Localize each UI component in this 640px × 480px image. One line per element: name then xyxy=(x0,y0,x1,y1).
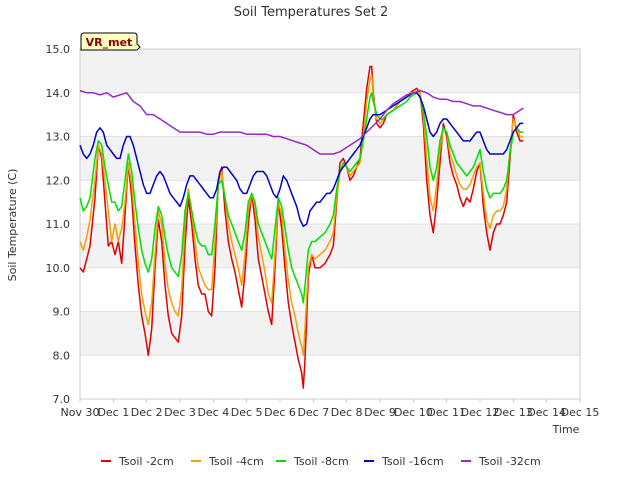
legend-label: Tsoil -2cm xyxy=(118,455,174,468)
x-axis-label: Time xyxy=(552,423,580,436)
y-axis-label: Soil Temperature (C) xyxy=(6,169,19,282)
series-line-tsoil-8cm xyxy=(79,92,524,304)
x-tick-label: Dec 8 xyxy=(331,406,363,419)
grid-band xyxy=(80,136,580,181)
y-tick-label: 12.0 xyxy=(46,174,71,187)
grid-band xyxy=(80,267,580,312)
x-tick-label: Dec 3 xyxy=(164,406,196,419)
legend-item: Tsoil -32cm xyxy=(461,455,541,468)
y-tick-label: 13.0 xyxy=(46,131,71,144)
grid-band xyxy=(80,311,580,356)
legend-item: Tsoil -2cm xyxy=(101,455,174,468)
y-tick-label: 15.0 xyxy=(46,43,71,56)
legend-label: Tsoil -32cm xyxy=(478,455,541,468)
y-tick-label: 9.0 xyxy=(53,306,71,319)
series-line-tsoil-16cm xyxy=(79,92,524,227)
x-tick-label: Dec 1 xyxy=(97,406,129,419)
y-tick-label: 7.0 xyxy=(53,393,71,406)
legend-item: Tsoil -8cm xyxy=(276,455,349,468)
chart-title: Soil Temperatures Set 2 xyxy=(234,5,389,20)
x-tick-label: Dec 11 xyxy=(427,406,466,419)
x-tick-label: Dec 2 xyxy=(131,406,163,419)
y-tick-label: 8.0 xyxy=(53,349,71,362)
x-tick-label: Dec 10 xyxy=(394,406,433,419)
grid-band xyxy=(80,49,580,93)
station-badge: VR_met xyxy=(80,32,141,51)
x-tick-label: Dec 6 xyxy=(264,406,296,419)
station-badge-box xyxy=(80,32,141,51)
legend: Tsoil -2cm Tsoil -4cm Tsoil -8cm Tsoil -16c… xyxy=(101,455,541,468)
station-badge-label: VR_met xyxy=(86,36,133,49)
x-tick-label: Dec 13 xyxy=(494,406,533,419)
legend-item: Tsoil -4cm xyxy=(191,455,264,468)
series-line-tsoil-2cm xyxy=(79,65,524,389)
x-tick-label: Nov 30 xyxy=(61,406,100,419)
grid-band xyxy=(80,355,580,399)
grid-band xyxy=(80,92,580,137)
series-line-tsoil-32cm xyxy=(79,89,524,155)
x-tick-label: Dec 12 xyxy=(461,406,500,419)
legend-label: Tsoil -8cm xyxy=(293,455,349,468)
grid-band xyxy=(80,180,580,224)
series-line-tsoil-4cm xyxy=(79,74,524,357)
x-tick-label: Dec 9 xyxy=(364,406,396,419)
y-tick-label: 10.0 xyxy=(46,262,71,275)
legend-item: Tsoil -16cm xyxy=(364,455,444,468)
legend-label: Tsoil -4cm xyxy=(208,455,264,468)
x-tick-label: Dec 15 xyxy=(561,406,600,419)
plot-frame xyxy=(79,48,581,400)
x-tick-label: Dec 14 xyxy=(527,406,566,419)
series-lines xyxy=(79,65,524,389)
x-tick-label: Dec 7 xyxy=(297,406,329,419)
y-tick-label: 11.0 xyxy=(46,218,71,231)
y-axis-ticks: 7.0 8.0 9.0 10.0 11.0 12.0 13.0 14.0 15.0 xyxy=(46,43,71,406)
legend-label: Tsoil -16cm xyxy=(381,455,444,468)
x-tick-label: Dec 4 xyxy=(197,406,229,419)
x-tick-label: Dec 5 xyxy=(231,406,263,419)
y-tick-label: 14.0 xyxy=(46,87,71,100)
